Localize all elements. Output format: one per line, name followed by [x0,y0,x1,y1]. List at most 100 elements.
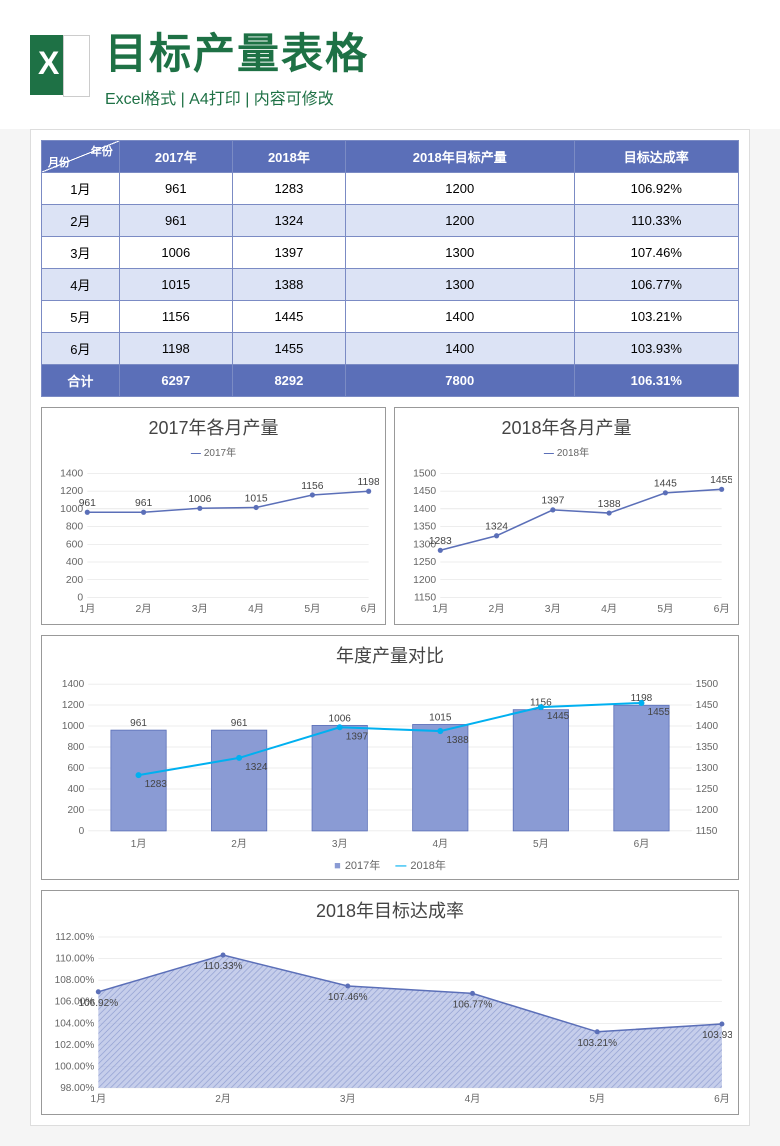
svg-text:1388: 1388 [446,735,469,746]
table-row: 4月101513881300106.77% [42,269,739,301]
header-text: 目标产量表格 Excel格式 | A4打印 | 内容可修改 [105,20,369,109]
svg-text:2月: 2月 [489,603,505,615]
svg-text:1397: 1397 [346,732,369,743]
svg-text:6月: 6月 [634,838,650,850]
svg-text:1015: 1015 [429,713,452,724]
svg-text:4月: 4月 [432,838,448,850]
svg-text:1月: 1月 [79,603,95,615]
svg-text:0: 0 [79,826,85,837]
svg-text:106.92%: 106.92% [78,998,118,1009]
table-row: 3月100613971300107.46% [42,237,739,269]
data-cell: 1300 [345,269,574,301]
chart-rate: 2018年目标达成率 98.00%100.00%102.00%104.00%10… [41,890,739,1115]
svg-text:1450: 1450 [413,486,436,497]
svg-text:1200: 1200 [413,575,436,586]
svg-text:6月: 6月 [714,1093,730,1105]
svg-text:104.00%: 104.00% [55,1018,95,1029]
svg-text:1000: 1000 [62,721,85,732]
svg-text:1156: 1156 [301,481,323,492]
svg-text:6月: 6月 [361,603,377,615]
svg-text:1397: 1397 [541,496,564,507]
svg-text:1300: 1300 [696,763,719,774]
total-2018: 8292 [232,365,345,397]
svg-text:961: 961 [130,718,147,729]
page-title: 目标产量表格 [105,20,369,81]
svg-text:1388: 1388 [598,499,621,510]
combo-legend: 2017年 2018年 [48,857,732,873]
svg-text:1455: 1455 [710,475,732,486]
data-cell: 110.33% [574,205,738,237]
svg-text:3月: 3月 [332,838,348,850]
svg-text:200: 200 [66,575,83,586]
svg-text:1150: 1150 [696,826,718,837]
month-cell: 3月 [42,237,120,269]
data-cell: 1397 [232,237,345,269]
data-cell: 103.21% [574,301,738,333]
svg-text:961: 961 [135,498,152,509]
table-row: 5月115614451400103.21% [42,301,739,333]
total-target: 7800 [345,365,574,397]
svg-text:107.46%: 107.46% [328,992,368,1003]
data-cell: 103.93% [574,333,738,365]
svg-text:100.00%: 100.00% [55,1062,95,1073]
svg-text:112.00%: 112.00% [55,932,94,943]
svg-text:1400: 1400 [62,679,85,690]
data-cell: 1283 [232,173,345,205]
data-cell: 1006 [119,237,232,269]
svg-text:1283: 1283 [429,536,452,547]
month-cell: 4月 [42,269,120,301]
charts-row-1: 2017年各月产量 2017年 020040060080010001200140… [41,407,739,625]
data-cell: 1445 [232,301,345,333]
data-cell: 961 [119,173,232,205]
col-2017: 2017年 [119,141,232,173]
data-cell: 1198 [119,333,232,365]
chart-2018: 2018年各月产量 2018年 115012001250130013501400… [394,407,739,625]
svg-text:3月: 3月 [340,1093,356,1105]
production-table: 月份 年份 2017年 2018年 2018年目标产量 目标达成率 1月9611… [41,140,739,397]
data-cell: 1400 [345,333,574,365]
data-cell: 1324 [232,205,345,237]
data-cell: 1388 [232,269,345,301]
col-2018: 2018年 [232,141,345,173]
svg-text:1445: 1445 [654,479,677,490]
svg-text:1324: 1324 [485,522,508,533]
svg-text:200: 200 [67,805,84,816]
svg-text:961: 961 [79,498,96,509]
data-cell: 1400 [345,301,574,333]
svg-text:5月: 5月 [657,603,673,615]
svg-text:1350: 1350 [413,522,436,533]
data-cell: 961 [119,205,232,237]
svg-text:1500: 1500 [413,468,436,479]
chart-2017: 2017年各月产量 2017年 020040060080010001200140… [41,407,386,625]
svg-text:4月: 4月 [601,603,617,615]
svg-text:1450: 1450 [696,700,719,711]
svg-text:110.33%: 110.33% [204,961,243,972]
svg-text:106.77%: 106.77% [453,1000,493,1011]
svg-text:5月: 5月 [304,603,320,615]
svg-text:103.21%: 103.21% [577,1038,617,1049]
svg-text:1月: 1月 [131,838,147,850]
svg-text:1200: 1200 [62,700,85,711]
svg-text:2月: 2月 [231,838,247,850]
col-target: 2018年目标产量 [345,141,574,173]
svg-text:2月: 2月 [215,1093,231,1105]
svg-text:0: 0 [77,593,83,604]
data-cell: 1455 [232,333,345,365]
svg-text:1250: 1250 [413,557,436,568]
svg-text:1324: 1324 [245,762,268,773]
svg-text:3月: 3月 [192,603,208,615]
svg-text:400: 400 [66,557,83,568]
table-row: 6月119814551400103.93% [42,333,739,365]
svg-text:1198: 1198 [358,477,379,488]
svg-text:98.00%: 98.00% [60,1083,94,1094]
svg-text:1500: 1500 [696,679,719,690]
svg-text:1月: 1月 [432,603,448,615]
svg-text:800: 800 [66,522,83,533]
svg-text:4月: 4月 [248,603,264,615]
month-cell: 1月 [42,173,120,205]
svg-text:1150: 1150 [414,593,436,604]
svg-text:1350: 1350 [696,742,719,753]
svg-text:1015: 1015 [245,493,268,504]
table-row: 1月96112831200106.92% [42,173,739,205]
svg-text:800: 800 [67,742,84,753]
